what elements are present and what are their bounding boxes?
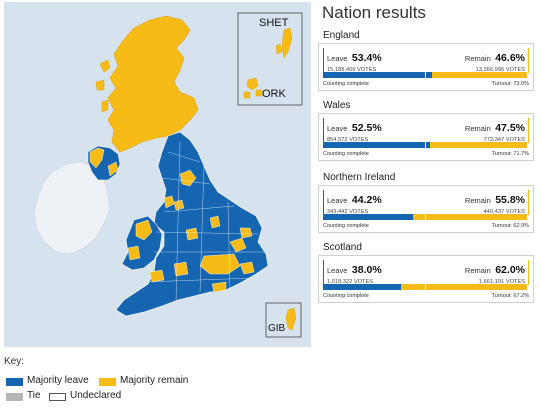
result-card: Leave 52.5% 854,572 VOTES Remain 47.5% 7… xyxy=(318,113,534,161)
result-bar xyxy=(323,141,527,149)
leave-label: Leave xyxy=(327,124,348,133)
counting-status: Counting complete xyxy=(323,81,369,87)
scotland-region[interactable] xyxy=(107,15,199,153)
results-map[interactable]: SHET ORK GIB xyxy=(4,2,311,347)
leave-summary: Leave 52.5% 854,572 VOTES xyxy=(323,118,382,143)
shetland-label: SHET xyxy=(259,17,289,29)
key-undeclared-label: Undeclared xyxy=(70,390,122,401)
leave-bar-fill xyxy=(323,142,431,148)
remain-summary: Remain 47.5% 772,347 VOTES xyxy=(465,118,529,143)
turnout: Turnout: 62.9% xyxy=(491,223,529,229)
remain-votes: 772,347 VOTES xyxy=(483,137,525,143)
leave-percent: 52.5% xyxy=(351,122,382,134)
gibraltar-label: GIB xyxy=(268,323,286,334)
remain-votes: 440,437 VOTES xyxy=(483,209,525,215)
nation-name: England xyxy=(323,30,360,41)
result-card: Leave 44.2% 349,442 VOTES Remain 55.8% 4… xyxy=(318,185,534,233)
result-bar xyxy=(323,71,527,79)
result-bar xyxy=(323,213,527,221)
fifty-percent-marker xyxy=(425,141,426,149)
orkney-label: ORK xyxy=(262,88,286,100)
remain-label: Remain xyxy=(464,124,491,133)
remain-votes: 1,661,191 VOTES xyxy=(478,279,525,285)
leave-summary: Leave 53.4% 15,188,406 VOTES xyxy=(323,48,382,73)
counting-status: Counting complete xyxy=(323,223,369,229)
leave-votes: 349,442 VOTES xyxy=(327,209,369,215)
leave-swatch xyxy=(6,378,23,386)
remain-label: Remain xyxy=(464,266,491,275)
wales-remain-areas[interactable] xyxy=(127,219,153,261)
page-title: Nation results xyxy=(322,3,426,22)
remain-label: Remain xyxy=(464,196,491,205)
result-card: Leave 38.0% 1,018,322 VOTES Remain 62.0%… xyxy=(318,255,534,303)
leave-summary: Leave 38.0% 1,018,322 VOTES xyxy=(323,260,382,285)
map-key: Key: Majority leave Majority remain Tie … xyxy=(4,356,304,406)
gibraltar-region[interactable] xyxy=(285,307,297,331)
orkney-islands[interactable] xyxy=(243,77,263,99)
leave-percent: 44.2% xyxy=(351,194,382,206)
nation-results-panel: Nation results England Leave 53.4% 15,18… xyxy=(318,0,536,409)
scotland-islands[interactable] xyxy=(95,59,111,113)
tie-swatch xyxy=(6,393,23,401)
result-bar xyxy=(323,283,527,291)
remain-votes: 13,266,996 VOTES xyxy=(475,67,525,73)
remain-summary: Remain 62.0% 1,661,191 VOTES xyxy=(465,260,529,285)
leave-percent: 53.4% xyxy=(351,52,382,64)
leave-votes: 854,572 VOTES xyxy=(327,137,369,143)
remain-percent: 62.0% xyxy=(495,264,525,276)
leave-label: Leave xyxy=(327,266,348,275)
remain-percent: 47.5% xyxy=(495,122,525,134)
remain-summary: Remain 55.8% 440,437 VOTES xyxy=(465,190,529,215)
remain-percent: 46.6% xyxy=(495,52,525,64)
district-boundaries xyxy=(143,141,264,303)
leave-bar-fill xyxy=(323,72,432,78)
england-remain-areas[interactable] xyxy=(149,169,255,293)
map-svg xyxy=(33,12,303,338)
leave-bar-fill xyxy=(323,284,401,290)
remain-summary: Remain 46.6% 13,266,996 VOTES xyxy=(465,48,529,73)
nation-name: Scotland xyxy=(323,242,362,253)
key-tie-label: Tie xyxy=(27,390,41,401)
shet-ork-inset-frame xyxy=(237,12,303,106)
fifty-percent-marker xyxy=(425,283,426,291)
leave-votes: 15,188,406 VOTES xyxy=(327,67,377,73)
turnout: Turnout: 71.7% xyxy=(491,151,529,157)
counting-status: Counting complete xyxy=(323,151,369,157)
shetland-islands[interactable] xyxy=(275,27,293,59)
turnout: Turnout: 73.0% xyxy=(491,81,529,87)
leave-summary: Leave 44.2% 349,442 VOTES xyxy=(323,190,382,215)
leave-bar-fill xyxy=(323,214,414,220)
undeclared-swatch xyxy=(49,393,66,401)
fifty-percent-marker xyxy=(425,71,426,79)
leave-label: Leave xyxy=(327,54,348,63)
leave-percent: 38.0% xyxy=(351,264,382,276)
fifty-percent-marker xyxy=(425,213,426,221)
leave-label: Leave xyxy=(327,196,348,205)
leave-votes: 1,018,322 VOTES xyxy=(327,279,374,285)
gibraltar-inset-frame xyxy=(265,302,302,338)
remain-swatch xyxy=(99,378,116,386)
key-leave-label: Majority leave xyxy=(27,375,89,386)
key-title: Key: xyxy=(4,356,25,367)
northern-ireland-remain-areas[interactable] xyxy=(89,147,119,177)
remain-percent: 55.8% xyxy=(495,194,525,206)
key-remain-label: Majority remain xyxy=(120,375,189,386)
counting-status: Counting complete xyxy=(323,293,369,299)
nation-name: Northern Ireland xyxy=(323,172,396,183)
result-card: Leave 53.4% 15,188,406 VOTES Remain 46.6… xyxy=(318,43,534,91)
turnout: Turnout: 67.2% xyxy=(491,293,529,299)
nation-name: Wales xyxy=(323,100,351,111)
remain-label: Remain xyxy=(464,54,491,63)
